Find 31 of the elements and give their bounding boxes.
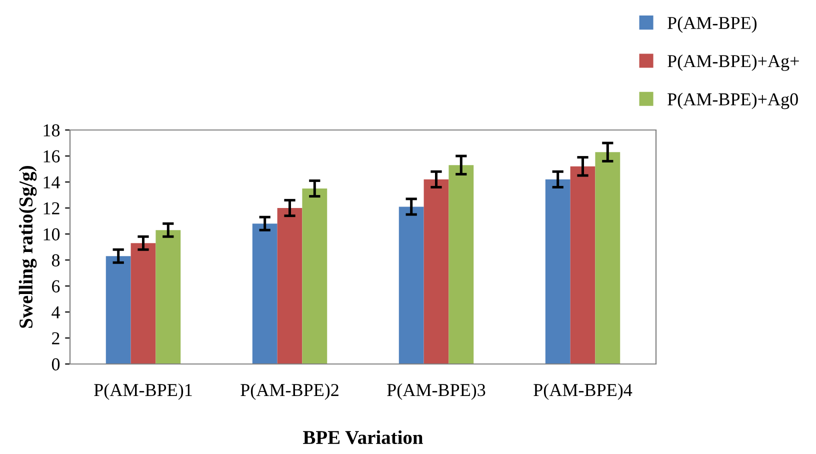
x-axis-title: BPE Variation	[303, 430, 423, 444]
y-tick-label: 18	[44, 124, 60, 136]
bar	[106, 256, 131, 364]
y-tick-label: 6	[52, 280, 60, 292]
bar	[424, 179, 449, 364]
bar	[448, 165, 474, 364]
y-tick-label: 0	[52, 358, 60, 370]
y-tick-label: 10	[44, 228, 60, 240]
legend-label: P(AM-BPE)+Ag+	[668, 54, 799, 71]
y-tick-label: 14	[44, 176, 60, 188]
bar	[130, 243, 156, 364]
bar	[398, 206, 424, 364]
bar	[302, 188, 328, 364]
bar	[545, 179, 570, 364]
x-tick-label: P(AM-BPE)4	[534, 383, 632, 400]
x-tick-label: P(AM-BPE)3	[387, 383, 486, 400]
x-tick-label: P(AM-BPE)1	[94, 383, 192, 400]
bar	[595, 152, 620, 364]
legend-label: P(AM-BPE)+Ag0	[668, 92, 798, 110]
y-axis-title: Swelling ratio(Sg/g)	[18, 166, 37, 328]
y-tick-label: 16	[44, 150, 60, 162]
bar	[156, 230, 181, 364]
x-tick-label: P(AM-BPE)2	[240, 383, 338, 400]
bar	[252, 224, 278, 364]
bar	[570, 166, 596, 364]
y-tick-label: 2	[52, 332, 60, 344]
y-tick-label: 12	[44, 202, 60, 214]
legend-label: P(AM-BPE)	[668, 16, 757, 33]
bar	[277, 208, 302, 364]
y-tick-label: 8	[52, 254, 60, 266]
y-tick-label: 4	[52, 306, 60, 318]
